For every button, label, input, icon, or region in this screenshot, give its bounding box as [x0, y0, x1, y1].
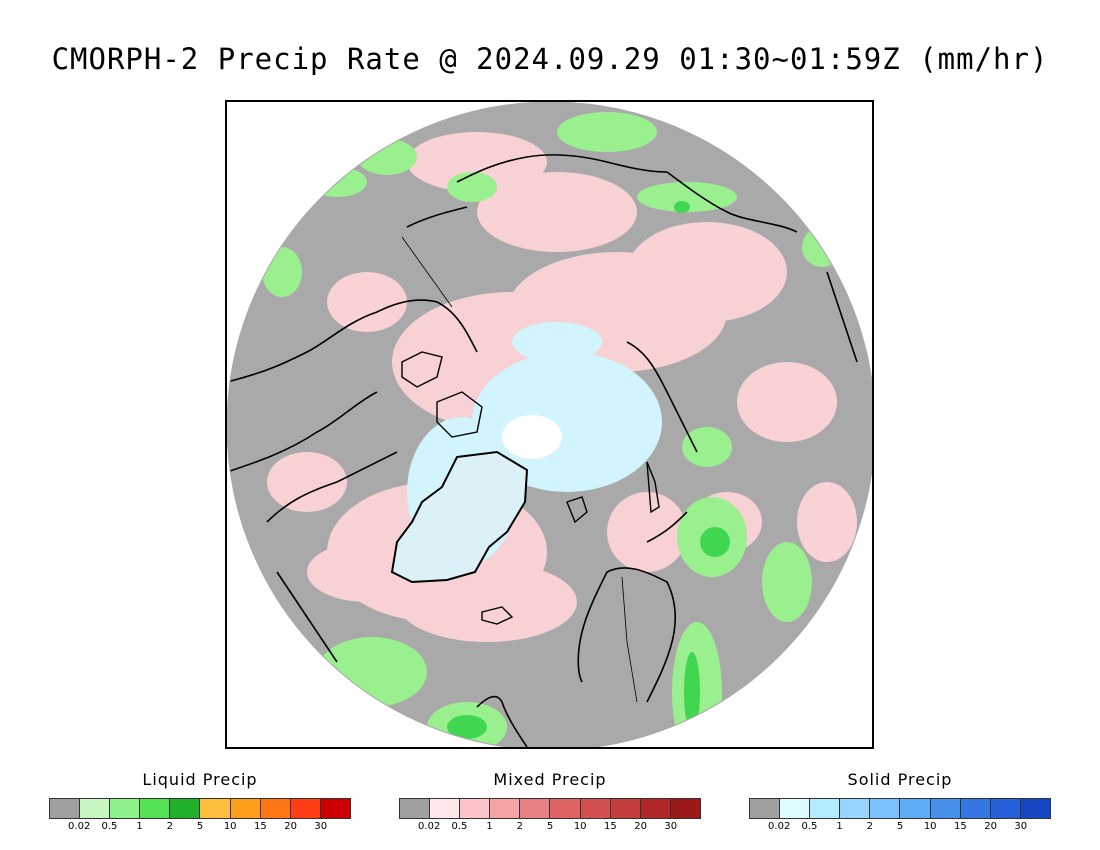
legend-tick-label: 2 — [166, 821, 173, 832]
legend-tick-label: 1 — [136, 821, 143, 832]
map-canvas — [227, 102, 872, 747]
legend-mixed-precip: Mixed Precip 0.02 0.5 1 2 5 10 15 20 30 — [399, 770, 701, 833]
legend-swatch — [400, 799, 431, 818]
tick-labels: 0.02 0.5 1 2 5 10 15 20 30 — [749, 819, 1051, 833]
legend-tick-label: 30 — [314, 821, 328, 832]
legend-title: Solid Precip — [847, 770, 953, 789]
legend-tick-label: 15 — [954, 821, 967, 832]
legend-swatch — [780, 799, 811, 818]
legend-swatch — [50, 799, 81, 818]
legend-tick-label: 0.5 — [801, 821, 818, 832]
legend-swatch — [460, 799, 491, 818]
legend-swatch — [170, 799, 201, 818]
legend-swatch — [320, 799, 350, 818]
color-bar — [749, 798, 1051, 819]
heavy-liquid-precip — [447, 201, 730, 739]
legend-swatch — [930, 799, 961, 818]
legend-tick-label: 10 — [573, 821, 587, 832]
legend-swatch — [750, 799, 781, 818]
legend-swatch — [810, 799, 841, 818]
legend-title: Mixed Precip — [493, 770, 607, 789]
legend-liquid-precip: Liquid Precip 0.02 0.5 1 2 5 10 15 20 30 — [49, 770, 351, 833]
legend-swatch — [430, 799, 461, 818]
legend-tick-label: 0.02 — [418, 821, 441, 832]
legend-tick-label: 2 — [516, 821, 523, 832]
legend-solid-precip: Solid Precip 0.02 0.5 1 2 5 10 15 20 30 — [749, 770, 1051, 833]
tick-labels: 0.02 0.5 1 2 5 10 15 20 30 — [399, 819, 701, 833]
legend-swatch — [900, 799, 931, 818]
legend-swatch — [870, 799, 901, 818]
legend-tick-label: 0.5 — [101, 821, 118, 832]
legend-swatch — [550, 799, 581, 818]
legend-tick-label: 15 — [604, 821, 617, 832]
pole-no-data — [502, 415, 562, 459]
legend-tick-label: 0.02 — [68, 821, 91, 832]
legend-tick-label: 5 — [546, 821, 554, 832]
legend-swatch — [490, 799, 521, 818]
legend-swatch — [640, 799, 671, 818]
coastlines — [227, 154, 858, 747]
color-bar — [399, 798, 701, 819]
polar-precip-map — [225, 100, 874, 749]
tick-labels: 0.02 0.5 1 2 5 10 15 20 30 — [49, 819, 351, 833]
legend-tick-label: 5 — [896, 821, 904, 832]
legend-swatch — [200, 799, 231, 818]
legend-swatch — [670, 799, 700, 818]
legend-swatch — [840, 799, 871, 818]
legend-swatch — [580, 799, 611, 818]
legend-swatch — [290, 799, 321, 818]
legend-tick-label: 0.02 — [768, 821, 791, 832]
legend-tick-label: 2 — [866, 821, 873, 832]
legend-tick-label: 20 — [284, 821, 297, 832]
legend-tick-label: 1 — [486, 821, 493, 832]
greenland-coastline — [390, 450, 529, 584]
legend-swatch — [140, 799, 171, 818]
legend-swatch — [990, 799, 1021, 818]
legend-swatch — [230, 799, 261, 818]
legend-tick-label: 0.5 — [451, 821, 468, 832]
legend-tick-label: 10 — [923, 821, 937, 832]
legend-swatch — [260, 799, 291, 818]
legend-tick-label: 5 — [196, 821, 204, 832]
legend-swatch — [960, 799, 991, 818]
legend-tick-label: 20 — [984, 821, 997, 832]
color-bar — [49, 798, 351, 819]
legend-swatch — [80, 799, 111, 818]
legend-swatch — [520, 799, 551, 818]
legend-swatch — [610, 799, 641, 818]
legend-tick-label: 30 — [664, 821, 678, 832]
legend-title: Liquid Precip — [142, 770, 258, 789]
legend-tick-label: 20 — [634, 821, 647, 832]
legend-tick-label: 30 — [1014, 821, 1028, 832]
islands — [401, 351, 660, 625]
legend-tick-label: 15 — [254, 821, 267, 832]
legend-tick-label: 10 — [223, 821, 237, 832]
legend-swatch — [110, 799, 141, 818]
country-borders — [401, 236, 638, 703]
legend-swatch — [1020, 799, 1050, 818]
chart-title: CMORPH-2 Precip Rate @ 2024.09.29 01:30~… — [51, 42, 1049, 76]
legend-tick-label: 1 — [836, 821, 843, 832]
